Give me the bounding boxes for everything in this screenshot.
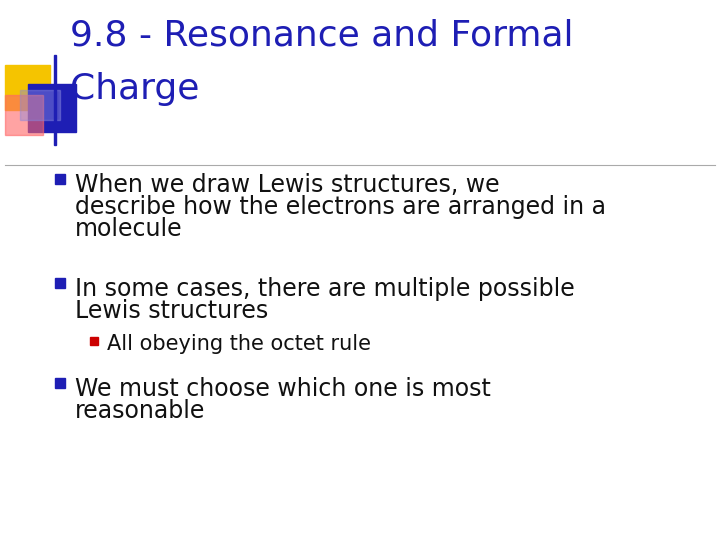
Text: We must choose which one is most: We must choose which one is most [75, 377, 491, 401]
Bar [55, 378, 65, 388]
Bar [55, 278, 65, 288]
Text: Charge: Charge [70, 72, 199, 106]
Text: Lewis structures: Lewis structures [75, 299, 269, 323]
Bar [5, 65, 50, 110]
Text: reasonable: reasonable [75, 399, 205, 423]
Bar [90, 337, 98, 345]
Text: All obeying the octet rule: All obeying the octet rule [107, 334, 371, 354]
Text: 9.8 - Resonance and Formal: 9.8 - Resonance and Formal [70, 18, 574, 52]
Text: describe how the electrons are arranged in a: describe how the electrons are arranged … [75, 195, 606, 219]
Text: In some cases, there are multiple possible: In some cases, there are multiple possib… [75, 277, 575, 301]
Bar [28, 84, 76, 132]
Bar [5, 95, 43, 135]
Text: When we draw Lewis structures, we: When we draw Lewis structures, we [75, 173, 500, 197]
Bar [55, 174, 65, 184]
Bar [54, 55, 56, 145]
Bar [20, 90, 60, 120]
Text: molecule: molecule [75, 217, 183, 241]
